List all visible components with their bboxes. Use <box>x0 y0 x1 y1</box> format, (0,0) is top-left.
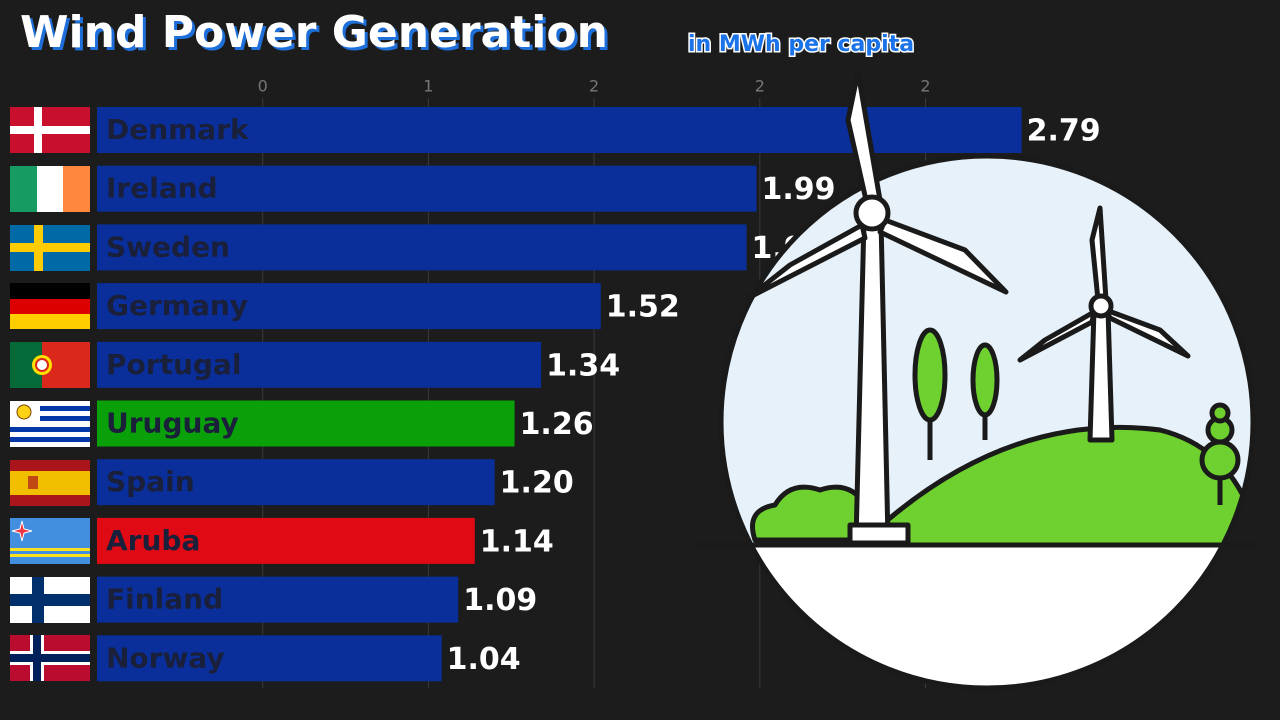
bar <box>97 400 515 447</box>
category-label: Spain <box>106 465 195 498</box>
value-label: 1.26 <box>520 407 594 442</box>
value-label: 1.14 <box>480 524 554 559</box>
flag-denmark <box>10 107 90 153</box>
flag-aruba <box>10 518 90 564</box>
bar <box>97 283 601 330</box>
category-label: Denmark <box>106 113 250 146</box>
category-label: Uruguay <box>106 407 239 440</box>
category-label: Aruba <box>106 524 200 557</box>
value-label: 1.34 <box>546 348 620 383</box>
flag-portugal <box>10 342 90 388</box>
category-label: Ireland <box>106 172 218 205</box>
bar <box>97 224 747 271</box>
category-label: Portugal <box>106 348 241 381</box>
chart-subtitle: in MWh per capita <box>688 32 914 57</box>
bar <box>97 165 757 212</box>
value-label: 1.20 <box>500 466 574 501</box>
x-tick-label: 0 <box>258 77 268 96</box>
category-label: Finland <box>106 583 223 616</box>
flags <box>10 107 90 681</box>
x-tick-label: 2 <box>920 77 930 96</box>
bar <box>97 341 542 388</box>
flag-germany <box>10 283 90 329</box>
chart-title: Wind Power Generation <box>20 7 608 58</box>
value-label: 1.52 <box>606 290 680 325</box>
category-label: Sweden <box>106 230 230 263</box>
flag-ireland <box>10 166 90 212</box>
flag-norway <box>10 635 90 681</box>
x-tick-label: 2 <box>755 77 765 96</box>
flag-sweden <box>10 225 90 271</box>
bar <box>97 517 475 564</box>
flag-uruguay <box>10 401 90 447</box>
value-label: 1.09 <box>463 583 537 618</box>
flag-finland <box>10 577 90 623</box>
flag-spain <box>10 460 90 506</box>
bar <box>97 635 442 682</box>
value-label: 1.99 <box>761 172 835 207</box>
category-label: Norway <box>106 641 225 674</box>
value-label: 1.04 <box>447 642 521 677</box>
x-tick-label: 1 <box>423 77 433 96</box>
bar <box>97 576 459 623</box>
category-label: Germany <box>106 289 248 322</box>
value-label: 2.79 <box>1027 114 1101 149</box>
x-tick-label: 2 <box>589 77 599 96</box>
bar <box>97 459 495 506</box>
